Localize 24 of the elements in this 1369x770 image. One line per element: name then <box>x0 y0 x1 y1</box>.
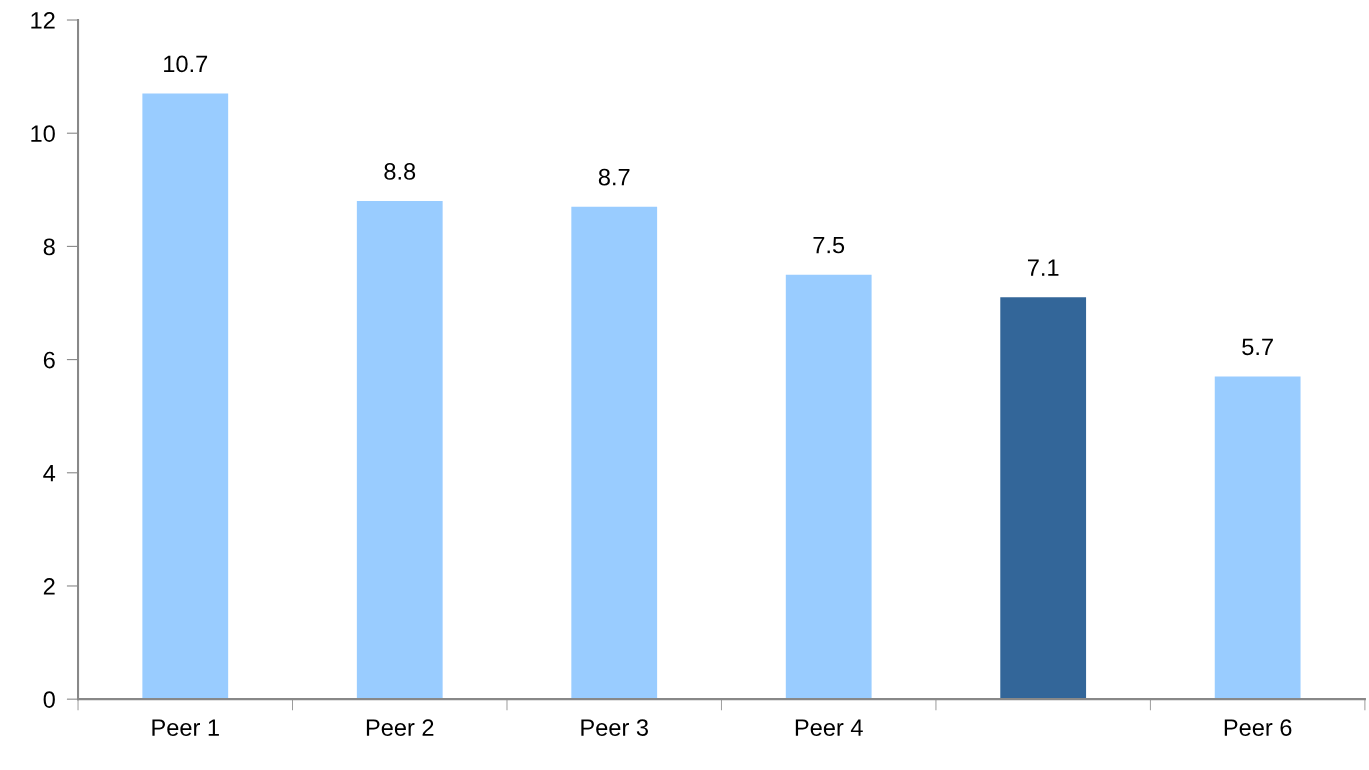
x-tick-label: Peer 1 <box>152 719 219 736</box>
x-tick-label: Peer 2 <box>366 719 434 736</box>
data-label: 8.7 <box>598 168 630 186</box>
y-tick-label: 0 <box>43 691 55 708</box>
y-tick-label: 4 <box>43 465 56 482</box>
bar <box>1000 297 1087 700</box>
y-tick-label: 6 <box>43 351 55 369</box>
bar <box>571 206 658 700</box>
data-label: 5.7 <box>1242 338 1273 356</box>
data-label: 7.5 <box>813 236 845 254</box>
data-label: 10.7 <box>164 55 208 73</box>
x-tick-label: Peer 4 <box>795 719 863 736</box>
data-label: 7.1 <box>1027 259 1059 276</box>
y-tick-label: 8 <box>43 238 55 256</box>
bar <box>142 93 229 700</box>
bar <box>356 201 443 700</box>
y-tick-label: 2 <box>43 578 55 595</box>
x-tick-label: Peer 3 <box>581 719 648 736</box>
bar <box>1214 376 1301 700</box>
data-label: 8.8 <box>384 163 416 180</box>
bar <box>785 274 872 700</box>
y-tick-label: 12 <box>31 12 55 29</box>
y-tick-label: 10 <box>31 125 55 142</box>
x-tick-label: Peer 6 <box>1224 719 1292 736</box>
